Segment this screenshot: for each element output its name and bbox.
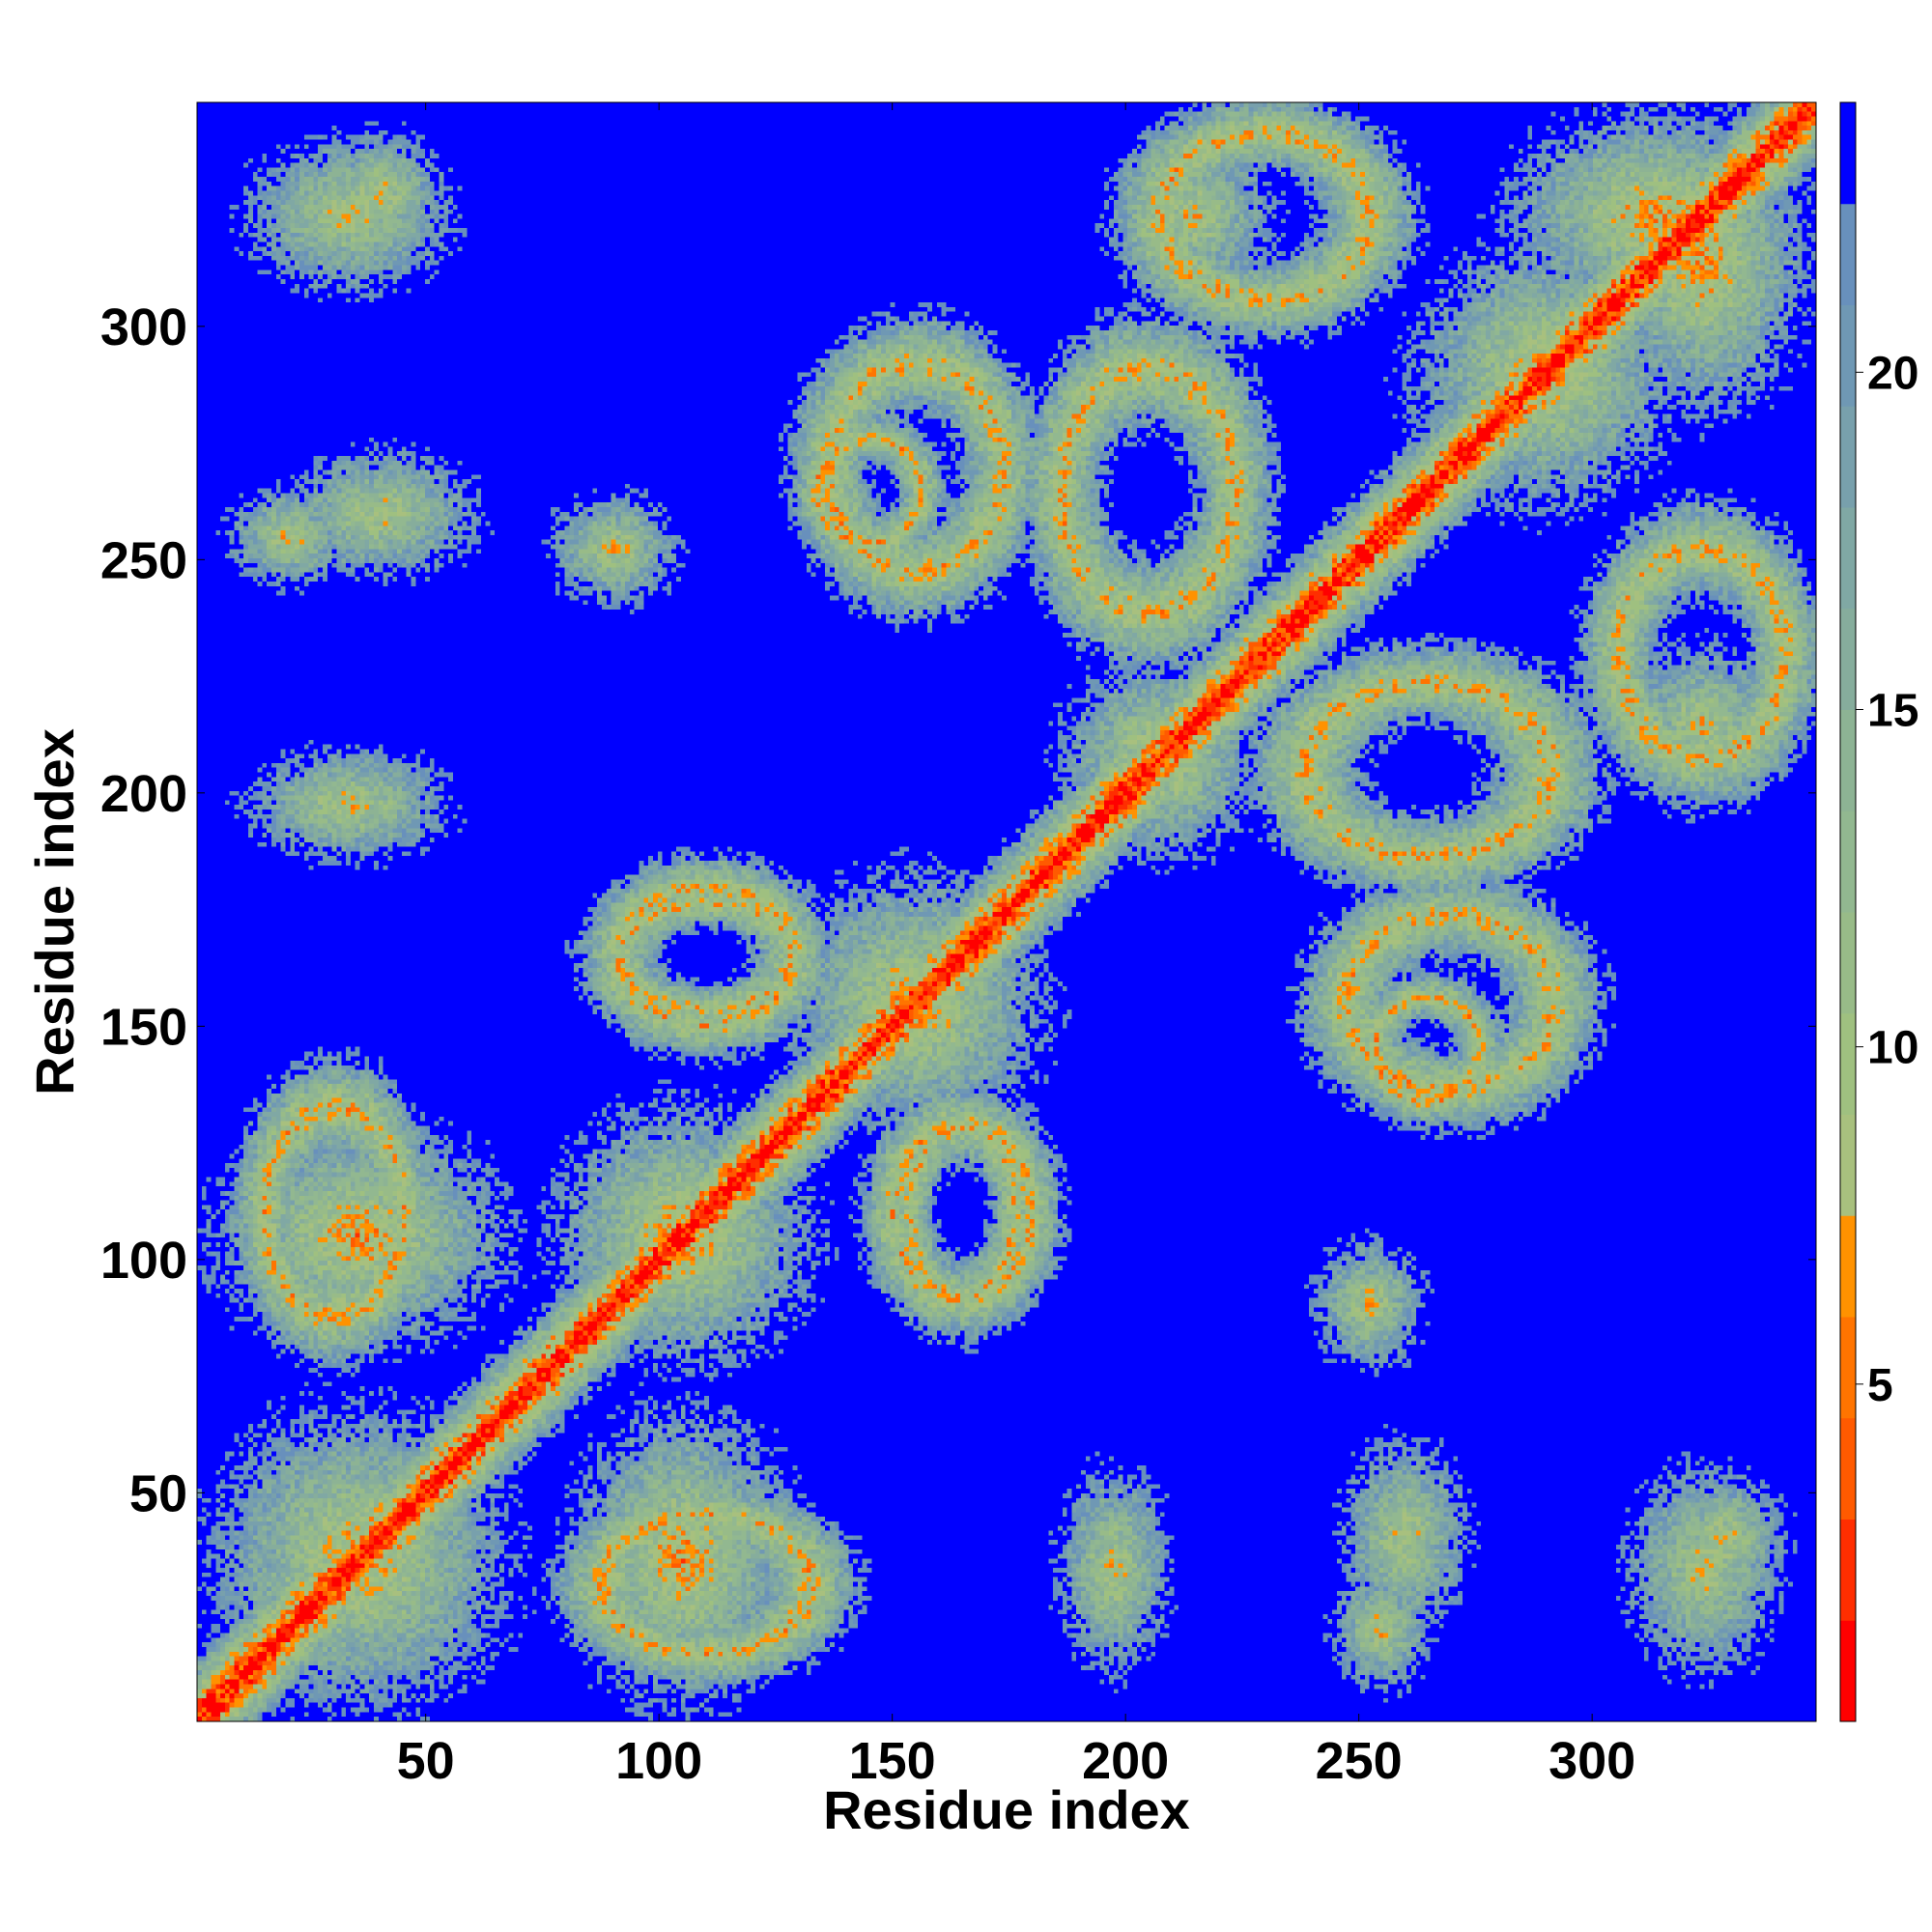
colorbar-band <box>1840 102 1856 205</box>
colorbar-tick-label: 5 <box>1867 1360 1893 1411</box>
colorbar-band <box>1840 406 1856 508</box>
x-axis: 50 100 150 200 250 300 <box>397 102 1635 1790</box>
x-axis-title: Residue index <box>823 1779 1190 1840</box>
colorbar-band <box>1840 1317 1856 1419</box>
colorbar-tick-label: 15 <box>1867 686 1918 737</box>
colorbar-band <box>1840 709 1856 811</box>
colorbar-frame <box>1839 101 1857 1722</box>
y-tick-label: 300 <box>100 298 187 356</box>
x-tick-label: 300 <box>1548 1732 1635 1790</box>
colorbar-band <box>1840 912 1856 1014</box>
colorbar-band <box>1840 304 1856 407</box>
contact-map-image <box>197 102 1816 1721</box>
colorbar-band <box>1840 1012 1856 1115</box>
x-tick-label: 250 <box>1316 1732 1403 1790</box>
x-tick-label: 150 <box>849 1732 936 1790</box>
colorbar-band <box>1840 1215 1856 1318</box>
heatmap <box>197 102 1816 1721</box>
y-tick-label: 250 <box>100 531 187 589</box>
colorbar-band <box>1840 608 1856 710</box>
colorbar-band <box>1840 1519 1856 1621</box>
colorbar-tick-label: 10 <box>1867 1023 1918 1074</box>
colorbar-band <box>1840 1114 1856 1216</box>
colorbar-band <box>1840 810 1856 913</box>
x-tick-label: 50 <box>397 1732 455 1790</box>
colorbar: 5 10 15 20 <box>1839 101 1918 1722</box>
colorbar-band <box>1840 507 1856 610</box>
colorbar-band <box>1840 1417 1856 1520</box>
y-tick-label: 50 <box>129 1464 187 1522</box>
y-axis-title: Residue index <box>24 728 85 1095</box>
plot-frame <box>196 101 1817 1722</box>
y-axis: 50 100 150 200 250 300 <box>100 298 1816 1522</box>
x-tick-label: 200 <box>1082 1732 1169 1790</box>
colorbar-tick-label: 20 <box>1867 348 1918 399</box>
y-tick-label: 150 <box>100 998 187 1056</box>
colorbar-band <box>1840 203 1856 305</box>
y-tick-label: 200 <box>100 765 187 823</box>
x-tick-label: 100 <box>615 1732 702 1790</box>
colorbar-band <box>1840 1620 1856 1722</box>
y-tick-label: 100 <box>100 1232 187 1290</box>
